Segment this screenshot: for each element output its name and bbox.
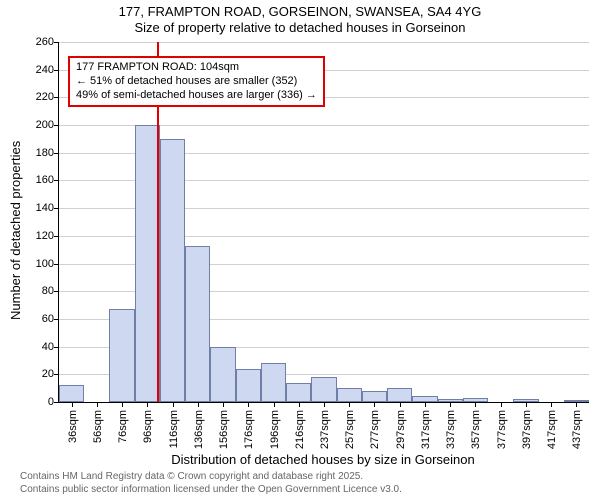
annotation-box: 177 FRAMPTON ROAD: 104sqm← 51% of detach… <box>68 56 325 107</box>
y-tick <box>54 291 59 292</box>
x-tick-label: 176sqm <box>243 410 255 449</box>
x-tick-label: 397sqm <box>521 410 533 449</box>
y-tick <box>54 347 59 348</box>
y-tick-label: 140 <box>26 202 54 214</box>
histogram-bar <box>311 377 336 402</box>
histogram-bar <box>362 391 387 402</box>
y-tick-label: 100 <box>26 258 54 270</box>
x-tick <box>173 402 174 407</box>
y-tick <box>54 125 59 126</box>
x-tick-label: 156sqm <box>218 410 230 449</box>
annotation-line3: 49% of semi-detached houses are larger (… <box>76 89 317 103</box>
y-tick <box>54 374 59 375</box>
x-tick <box>223 402 224 407</box>
y-tick-label: 0 <box>26 396 54 408</box>
y-tick-label: 80 <box>26 285 54 297</box>
x-tick-label: 116sqm <box>168 410 180 448</box>
annotation-line2: ← 51% of detached houses are smaller (35… <box>76 75 317 89</box>
x-tick <box>122 402 123 407</box>
x-tick-label: 96sqm <box>142 410 154 443</box>
y-tick-label: 220 <box>26 91 54 103</box>
x-tick <box>374 402 375 407</box>
y-tick <box>54 236 59 237</box>
y-tick-label: 20 <box>26 368 54 380</box>
y-tick-label: 200 <box>26 119 54 131</box>
y-tick-label: 180 <box>26 147 54 159</box>
x-tick <box>299 402 300 407</box>
x-tick <box>551 402 552 407</box>
histogram-bar <box>337 388 362 402</box>
gridline <box>59 42 589 43</box>
x-tick-label: 297sqm <box>395 410 407 449</box>
title-subtitle: Size of property relative to detached ho… <box>0 20 600 35</box>
y-tick-label: 260 <box>26 36 54 48</box>
x-tick-label: 196sqm <box>269 410 281 449</box>
x-tick <box>147 402 148 407</box>
y-tick <box>54 180 59 181</box>
x-tick <box>501 402 502 407</box>
x-tick-label: 216sqm <box>294 410 306 449</box>
x-tick-label: 377sqm <box>496 410 508 449</box>
x-tick-label: 337sqm <box>445 410 457 449</box>
x-tick-label: 357sqm <box>470 410 482 449</box>
histogram-bar <box>59 385 84 402</box>
x-tick <box>425 402 426 407</box>
y-tick <box>54 264 59 265</box>
annotation-line1: 177 FRAMPTON ROAD: 104sqm <box>76 61 317 75</box>
x-tick <box>475 402 476 407</box>
x-tick <box>400 402 401 407</box>
x-tick <box>526 402 527 407</box>
x-tick <box>72 402 73 407</box>
footer-copyright-1: Contains HM Land Registry data © Crown c… <box>20 471 363 482</box>
y-tick-label: 40 <box>26 341 54 353</box>
x-tick-label: 417sqm <box>546 410 558 449</box>
chart-container: 177, FRAMPTON ROAD, GORSEINON, SWANSEA, … <box>0 0 600 500</box>
histogram-bar <box>109 309 134 402</box>
histogram-bar <box>387 388 412 402</box>
x-axis-label: Distribution of detached houses by size … <box>58 452 588 467</box>
y-tick <box>54 42 59 43</box>
histogram-bar <box>185 246 210 402</box>
x-tick <box>324 402 325 407</box>
y-tick <box>54 97 59 98</box>
x-tick-label: 36sqm <box>67 410 79 443</box>
x-tick-label: 136sqm <box>193 410 205 449</box>
x-tick <box>576 402 577 407</box>
y-axis-label: Number of detached properties <box>8 141 23 320</box>
x-tick <box>198 402 199 407</box>
y-tick <box>54 402 59 403</box>
y-tick-label: 240 <box>26 64 54 76</box>
x-tick <box>274 402 275 407</box>
y-tick-label: 60 <box>26 313 54 325</box>
y-tick <box>54 319 59 320</box>
y-tick <box>54 208 59 209</box>
x-tick-label: 437sqm <box>571 410 583 449</box>
x-tick <box>248 402 249 407</box>
x-tick-label: 237sqm <box>319 410 331 449</box>
y-tick <box>54 70 59 71</box>
x-tick <box>450 402 451 407</box>
y-tick-label: 160 <box>26 174 54 186</box>
y-tick <box>54 153 59 154</box>
y-tick-label: 120 <box>26 230 54 242</box>
histogram-bar <box>236 369 261 402</box>
x-tick-label: 56sqm <box>92 410 104 443</box>
footer-copyright-2: Contains public sector information licen… <box>20 484 402 495</box>
x-tick <box>97 402 98 407</box>
x-tick-label: 257sqm <box>344 410 356 449</box>
x-tick-label: 277sqm <box>369 410 381 449</box>
x-tick-label: 76sqm <box>117 410 129 443</box>
x-tick <box>349 402 350 407</box>
histogram-bar <box>261 363 286 402</box>
histogram-bar <box>286 383 311 402</box>
title-address: 177, FRAMPTON ROAD, GORSEINON, SWANSEA, … <box>0 4 600 19</box>
histogram-bar <box>160 139 185 402</box>
histogram-bar <box>210 347 235 402</box>
x-tick-label: 317sqm <box>420 410 432 449</box>
